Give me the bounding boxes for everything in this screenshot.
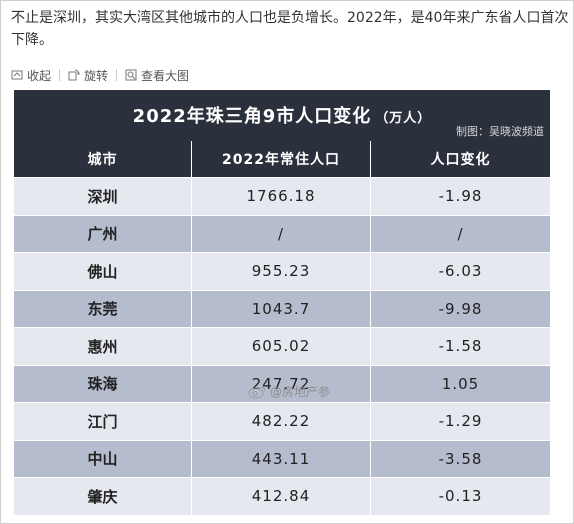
cell-change: -1.58 [438, 337, 483, 356]
cell-city: 广州 [14, 215, 192, 252]
cell-city: 中山 [14, 440, 192, 477]
cell-change: -1.29 [438, 412, 483, 431]
table-row: 东莞 1043.7 -9.98 [14, 289, 550, 327]
watermark-text: @房地产参 [270, 385, 331, 399]
view-large-button[interactable]: 查看大图 [125, 67, 189, 84]
cell-population: 247.72 [192, 365, 371, 402]
table-title-bar: 2022年珠三角9市人口变化 （万人） 制图：吴晓波频道 [14, 90, 550, 141]
rotate-icon [68, 69, 80, 81]
table-title-text: 2022年珠三角9市人口变化 [132, 106, 372, 127]
cell-city: 珠海 [14, 365, 192, 402]
cell-change: -0.13 [438, 487, 483, 506]
table-header-row: 城市 2022年常住人口 人口变化 [14, 141, 550, 177]
cell-population: 1043.7 [192, 290, 371, 327]
header-city: 城市 [14, 141, 192, 177]
table-row: 佛山 955.23 -6.03 [14, 252, 550, 290]
table-row: 广州 / / [14, 214, 550, 252]
weibo-icon [248, 386, 266, 398]
table-body: 深圳 1766.18 -1.98 广州 / / 佛山 955.23 -6.03 东莞 1043.7-… [14, 177, 550, 515]
table-credit: 制图：吴晓波频道 [456, 125, 544, 138]
table-row: 肇庆 412.84 -0.13 [14, 477, 550, 515]
population-table-image[interactable]: 2022年珠三角9市人口变化 （万人） 制图：吴晓波频道 城市 2022年常住人口… [14, 90, 550, 515]
table-row: 深圳 1766.18 -1.98 [14, 177, 550, 215]
table-title: 2022年珠三角9市人口变化 （万人） [14, 102, 550, 128]
collapse-icon [11, 70, 23, 80]
cell-population: 605.02 [192, 328, 371, 365]
table-row: 江门 482.22 -1.29 [14, 402, 550, 440]
collapse-label: 收起 [27, 68, 52, 83]
cell-change: / [457, 224, 464, 243]
rotate-button[interactable]: 旋转 [68, 67, 108, 84]
cell-change: 1.05 [441, 374, 480, 393]
cell-population: / [192, 215, 371, 252]
zoom-icon [125, 69, 137, 81]
post-text: 不止是深圳，其实大湾区其他城市的人口也是负增长。2022年，是40年来广东省人口… [11, 10, 569, 48]
cell-city: 肇庆 [14, 478, 192, 515]
cell-population: 1766.18 [192, 178, 371, 215]
view-large-label: 查看大图 [141, 68, 190, 83]
cell-population: 955.23 [192, 253, 371, 290]
cell-change: -9.98 [438, 299, 483, 318]
table-row: 珠海 247.72 1.05 [14, 364, 550, 402]
table-row: 中山 443.11 -3.58 [14, 439, 550, 477]
cell-city: 惠州 [14, 328, 192, 365]
rotate-label: 旋转 [84, 68, 109, 83]
table-row: 惠州 605.02 -1.58 [14, 327, 550, 365]
cell-city: 东莞 [14, 290, 192, 327]
table-unit: （万人） [375, 111, 432, 126]
cell-change: -6.03 [438, 262, 483, 281]
collapse-button[interactable]: 收起 [11, 67, 51, 84]
cell-population: 412.84 [192, 478, 371, 515]
image-toolbar: 收起 旋转 查看大图 [11, 65, 189, 85]
toolbar-divider [59, 69, 61, 81]
cell-population: 443.11 [192, 440, 371, 477]
cell-city: 江门 [14, 403, 192, 440]
header-population: 2022年常住人口 [192, 141, 371, 177]
cell-population: 482.22 [192, 403, 371, 440]
cell-change: -1.98 [438, 187, 483, 206]
watermark: @房地产参 [248, 383, 330, 400]
toolbar-divider [116, 69, 118, 81]
header-change: 人口变化 [430, 152, 491, 168]
cell-city: 佛山 [14, 253, 192, 290]
cell-change: -3.58 [438, 449, 483, 468]
cell-city: 深圳 [14, 178, 192, 215]
